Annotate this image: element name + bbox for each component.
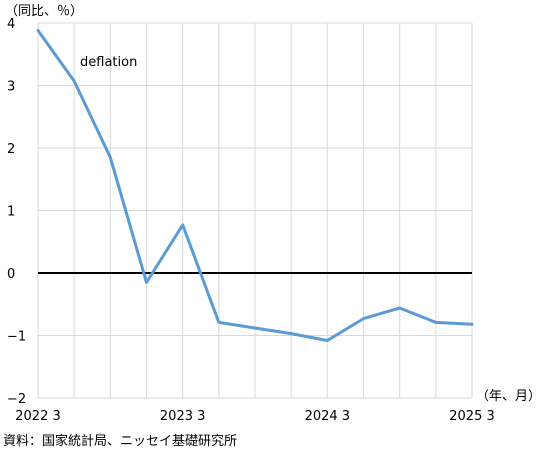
grid-layer: [37, 22, 473, 399]
y-tick-label: −1: [7, 330, 26, 345]
series-line: [36, 29, 474, 342]
x-tick-label: 2025 3: [449, 409, 495, 424]
y-tick-label: 0: [7, 267, 15, 282]
x-tick-label: 2022 3: [15, 409, 61, 424]
x-tick-labels: 2022 3 2023 3 2024 3 2025 3: [15, 409, 495, 424]
y-tick-labels: 4 3 2 1 0 −1 −2: [7, 17, 26, 407]
x-tick-label: 2024 3: [305, 409, 351, 424]
x-unit-label: （年、月）: [476, 389, 541, 404]
deflation-annotation: deflation: [80, 55, 137, 70]
y-tick-label: 1: [7, 205, 15, 220]
source-note: 資料：国家統計局、ニッセイ基礎研究所: [3, 433, 237, 449]
series-layer: [36, 29, 474, 342]
x-tick-label: 2023 3: [160, 409, 206, 424]
y-tick-label: −2: [7, 392, 26, 407]
y-unit-label: （同比、％）: [5, 4, 83, 19]
y-tick-label: 2: [7, 142, 15, 157]
y-tick-label: 4: [7, 17, 15, 32]
y-tick-label: 3: [7, 80, 15, 95]
